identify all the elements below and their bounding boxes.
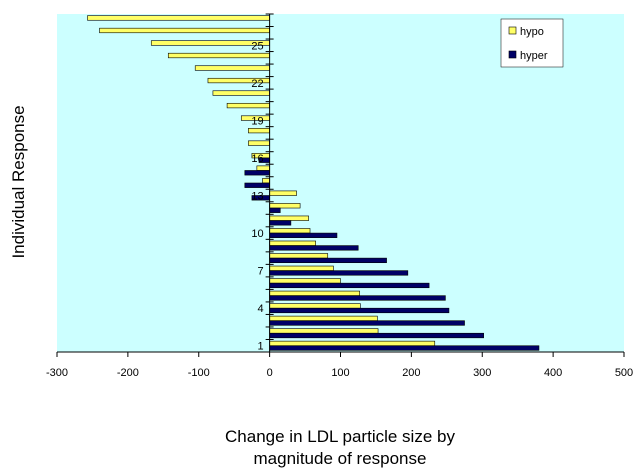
bar-hypo-10 xyxy=(269,228,311,234)
bar-hypo-26 xyxy=(99,27,270,34)
bar-hyper-2 xyxy=(269,332,484,339)
bar-hypo-23 xyxy=(194,65,270,71)
bar-hypo-3 xyxy=(269,315,378,322)
bar-hyper-14 xyxy=(244,182,270,188)
x-tick-label: 500 xyxy=(615,367,633,379)
bar-hypo-24 xyxy=(167,52,270,59)
bar-hypo-9 xyxy=(269,240,316,246)
bar-hypo-6 xyxy=(269,278,341,284)
y-axis-label: Individual Response xyxy=(9,105,28,258)
bar-hypo-20 xyxy=(226,102,270,109)
bar-hypo-7 xyxy=(269,265,334,271)
bar-hyper-10 xyxy=(269,232,338,238)
y-tick-label: 19 xyxy=(251,115,263,127)
y-tick-label: 1 xyxy=(258,341,264,353)
bar-hypo-13 xyxy=(269,190,297,196)
x-axis-label-line-1: Change in LDL particle size by xyxy=(225,427,455,446)
x-tick-label: 400 xyxy=(544,367,562,379)
bar-hypo-12 xyxy=(269,203,301,209)
y-tick-marks xyxy=(265,13,274,353)
y-tick-label: 10 xyxy=(251,228,263,240)
legend: hypo hyper xyxy=(500,18,564,68)
y-tick-labels: 1 4 7 10 13 16 19 22 25 xyxy=(251,40,263,352)
x-tick-label: 0 xyxy=(267,367,273,379)
y-tick-label: 25 xyxy=(251,40,263,52)
bar-hyper-4 xyxy=(269,307,450,314)
legend-label-hypo: hypo xyxy=(520,26,544,38)
bar-hyper-8 xyxy=(269,257,387,264)
legend-label-hyper: hyper xyxy=(520,50,548,62)
bar-hypo-5 xyxy=(269,290,360,296)
x-tick-label: -200 xyxy=(117,367,139,379)
y-tick-label: 16 xyxy=(251,153,263,165)
bar-hypo-1 xyxy=(269,340,436,347)
bar-hyper-5 xyxy=(269,295,446,301)
bar-hypo-11 xyxy=(269,215,309,221)
bar-hypo-17 xyxy=(248,140,270,146)
bar-hypo-2 xyxy=(269,328,379,334)
y-tick-label: 22 xyxy=(251,78,263,90)
bar-hyper-12 xyxy=(269,207,281,213)
bar-hypo-4 xyxy=(269,303,361,309)
bar-hypo-8 xyxy=(269,253,329,259)
x-tick-label: 300 xyxy=(473,367,491,379)
x-tick-label: 200 xyxy=(402,367,420,379)
y-tick-label: 7 xyxy=(258,266,264,278)
bar-hyper-9 xyxy=(269,245,359,251)
bar-hyper-15 xyxy=(244,170,270,176)
bar-hyper-1 xyxy=(269,345,540,351)
bar-hyper-7 xyxy=(269,270,409,276)
x-tick-label: 100 xyxy=(331,367,349,379)
bar-hypo-18 xyxy=(248,128,270,134)
bar-hyper-3 xyxy=(269,320,465,326)
legend-swatch-hypo xyxy=(508,26,517,35)
bar-hypo-21 xyxy=(212,90,270,96)
bar-hypo-15 xyxy=(256,165,270,171)
y-tick-label: 4 xyxy=(258,303,264,315)
x-tick-label: -100 xyxy=(188,367,210,379)
y-tick-label: 13 xyxy=(251,191,263,203)
x-axis-label-line-2: magnitude of response xyxy=(254,449,427,468)
x-tick-label: -300 xyxy=(46,367,68,379)
bars xyxy=(87,15,540,351)
legend-swatch-hyper xyxy=(508,50,517,59)
x-tick-labels: -300 -200 -100 0 100 200 300 400 500 xyxy=(46,367,633,379)
x-tick-marks xyxy=(56,352,625,357)
bar-hypo-27 xyxy=(87,15,270,21)
bar-hypo-14 xyxy=(262,178,270,184)
bar-hyper-6 xyxy=(269,282,430,289)
bar-hyper-11 xyxy=(269,220,292,226)
